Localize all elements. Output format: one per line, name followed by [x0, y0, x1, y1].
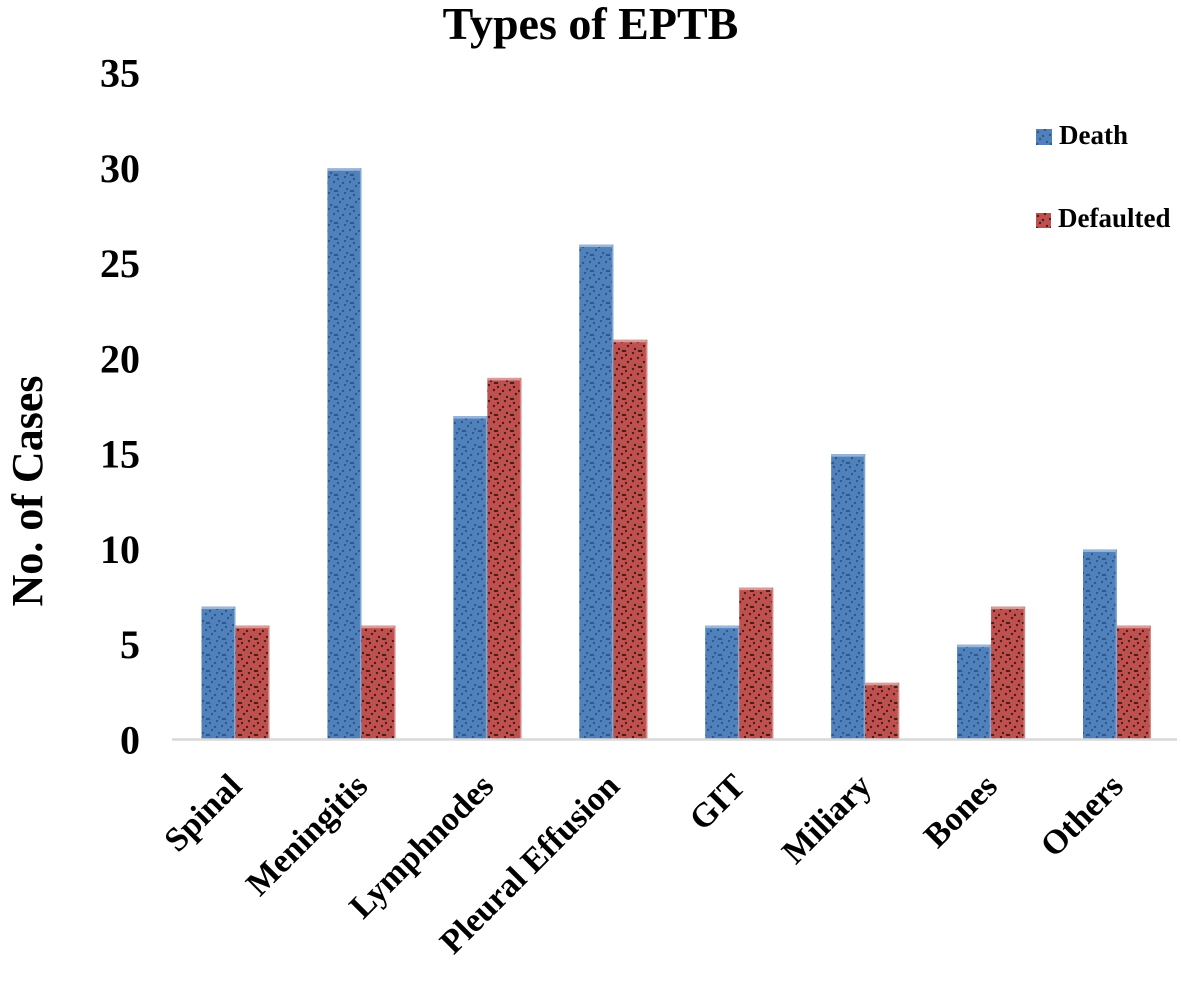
bar-top-highlight	[613, 339, 648, 343]
x-category-label-miliary: Miliary	[775, 767, 879, 871]
y-tick-label-15: 15	[100, 432, 140, 477]
bar-defaulted-meningitis	[361, 625, 396, 740]
bar-defaulted-miliary	[865, 682, 900, 740]
y-tick-label-5: 5	[120, 622, 140, 667]
bar-edge-highlight	[611, 244, 614, 740]
y-tick-label-25: 25	[100, 241, 140, 286]
bar-top-highlight	[1083, 549, 1118, 552]
bar-edge-highlight	[359, 168, 362, 741]
bar-top-highlight	[705, 625, 740, 629]
bar-top-highlight	[831, 454, 866, 457]
bar-edge-highlight	[1115, 549, 1118, 740]
bar-death-miliary	[831, 454, 866, 740]
legend-label-defaulted: Defaulted	[1058, 203, 1171, 233]
legend-item-defaulted: Defaulted	[1036, 205, 1170, 235]
bar-death-spinal	[201, 606, 236, 740]
bar-edge-highlight	[897, 682, 900, 740]
bar-edge-highlight	[989, 644, 992, 740]
x-category-label-git: GIT	[683, 767, 753, 837]
bar-death-pleural-effusion	[579, 244, 614, 740]
bar-death-others	[1083, 549, 1118, 740]
y-tick-label-30: 30	[100, 146, 140, 191]
bar-defaulted-pleural-effusion	[613, 339, 648, 740]
bar-top-highlight	[327, 168, 362, 171]
y-tick-label-20: 20	[100, 336, 140, 381]
bar-top-highlight	[361, 625, 396, 629]
x-category-label-others: Others	[1034, 767, 1131, 864]
legend-item-death: Death	[1036, 122, 1128, 152]
bar-death-lymphnodes	[453, 416, 488, 740]
bar-death-bones	[957, 644, 992, 740]
bar-top-highlight	[579, 244, 614, 248]
y-tick-label-35: 35	[100, 51, 140, 96]
y-axis-title: No. of Cases	[3, 375, 52, 607]
bar-edge-highlight	[485, 416, 488, 740]
bar-defaulted-git	[739, 587, 774, 740]
y-tick-label-0: 0	[120, 718, 140, 763]
bar-edge-highlight	[268, 625, 270, 740]
bar-top-highlight	[201, 606, 236, 610]
bar-edge-highlight	[1023, 606, 1026, 740]
bar-top-highlight	[1117, 625, 1152, 629]
bar-edge-highlight	[863, 454, 866, 740]
bar-death-git	[705, 625, 740, 740]
y-tick-label-10: 10	[100, 527, 140, 572]
bar-death-meningitis	[327, 168, 362, 741]
bar-defaulted-bones	[991, 606, 1026, 740]
bar-defaulted-lymphnodes	[487, 377, 522, 740]
x-category-label-bones: Bones	[917, 767, 1005, 855]
bar-edge-highlight	[1149, 625, 1152, 740]
bar-top-highlight	[453, 416, 488, 419]
bar-top-highlight	[991, 606, 1026, 610]
legend-marker-defaulted-icon	[1036, 212, 1051, 228]
legend-marker-death-icon	[1036, 129, 1052, 145]
bar-top-highlight	[957, 644, 992, 648]
bar-edge-highlight	[645, 339, 648, 740]
bar-defaulted-others	[1117, 625, 1152, 740]
bar-defaulted-spinal	[235, 625, 270, 740]
bar-edge-highlight	[771, 587, 774, 740]
bar-edge-highlight	[393, 625, 396, 740]
bar-top-highlight	[487, 377, 522, 381]
bar-top-highlight	[235, 625, 270, 629]
x-category-label-meningitis: Meningitis	[239, 767, 375, 903]
bar-edge-highlight	[519, 377, 522, 740]
chart-title: Types of EPTB	[442, 0, 739, 49]
legend-label-death: Death	[1059, 120, 1128, 150]
bar-top-highlight	[865, 682, 900, 686]
bar-top-highlight	[739, 587, 774, 591]
x-category-label-spinal: Spinal	[157, 767, 249, 859]
bar-edge-highlight	[737, 625, 740, 740]
bar-edge-highlight	[234, 606, 236, 740]
